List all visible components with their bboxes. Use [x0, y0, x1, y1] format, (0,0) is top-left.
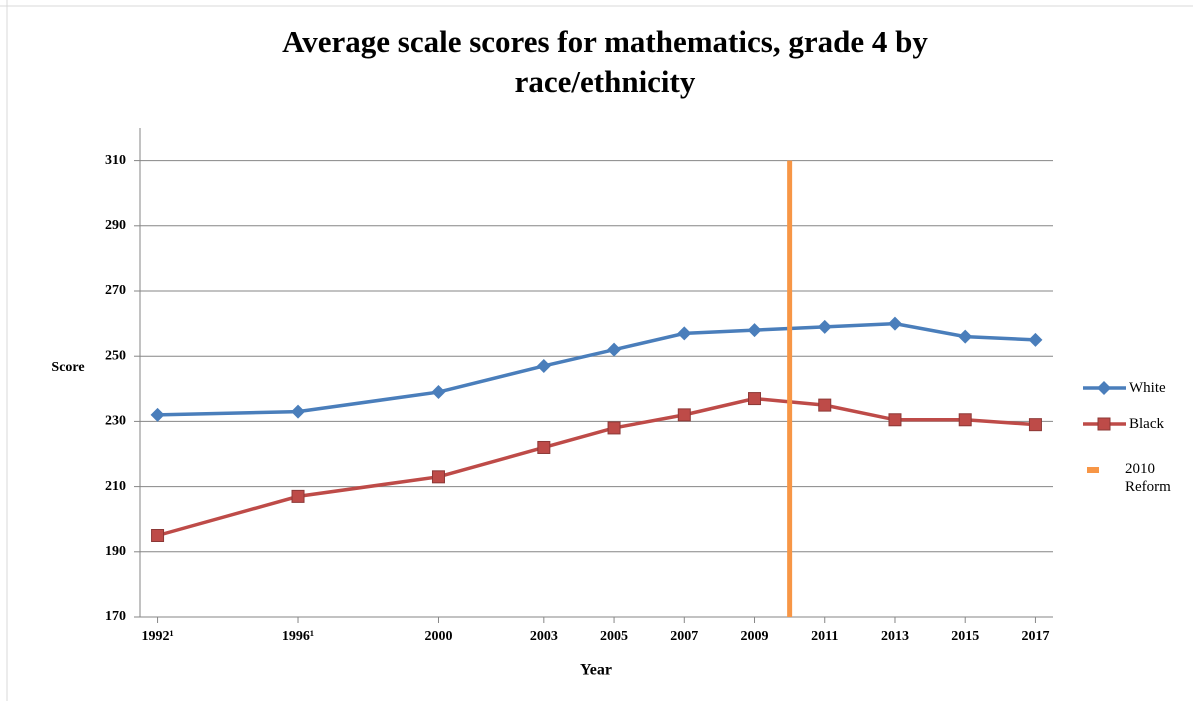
legend-label: Black — [1129, 416, 1164, 432]
marker — [818, 398, 832, 412]
y-tick-label: 310 — [105, 153, 126, 168]
x-tick-label: 2011 — [811, 629, 838, 644]
marker — [958, 329, 973, 344]
x-tick-label: 2003 — [530, 629, 558, 644]
marker — [748, 392, 762, 406]
marker — [887, 316, 902, 331]
x-tick-label: 2005 — [600, 629, 628, 644]
chart-title: Average scale scores for mathematics, gr… — [282, 24, 928, 99]
series-line — [157, 396, 1036, 538]
legend-swatch — [1087, 467, 1099, 473]
marker — [677, 326, 692, 341]
marker — [536, 358, 551, 373]
marker — [537, 440, 551, 454]
marker — [1028, 418, 1042, 432]
y-tick-label: 290 — [105, 218, 126, 233]
x-tick-label: 2009 — [741, 629, 769, 644]
x-tick-label: 2017 — [1021, 629, 1049, 644]
x-tick-label: 1996¹ — [282, 629, 314, 644]
marker — [1097, 417, 1111, 431]
marker — [747, 323, 762, 338]
x-tick-label: 1992¹ — [141, 629, 173, 644]
marker — [817, 319, 832, 334]
marker — [431, 385, 446, 400]
marker — [291, 489, 305, 503]
legend-label: White — [1129, 380, 1166, 396]
marker — [431, 470, 445, 484]
marker — [291, 404, 306, 419]
y-tick-label: 170 — [105, 609, 126, 624]
y-tick-label: 190 — [105, 544, 126, 559]
marker — [888, 413, 902, 427]
marker — [607, 342, 622, 357]
x-tick-label: 2015 — [951, 629, 979, 644]
y-tick-label: 250 — [105, 348, 126, 363]
marker — [1097, 381, 1111, 395]
y-tick-label: 230 — [105, 414, 126, 429]
y-tick-label: 210 — [105, 479, 126, 494]
x-tick-label: 2007 — [670, 629, 698, 644]
series-line — [157, 321, 1036, 417]
marker — [150, 407, 165, 422]
marker — [607, 421, 621, 435]
legend-label: 2010 Reform — [1125, 461, 1171, 495]
x-tick-label: 2013 — [881, 629, 909, 644]
marker — [151, 529, 165, 542]
marker — [958, 413, 972, 427]
y-axis-label: Score — [51, 360, 84, 375]
x-tick-label: 2000 — [424, 629, 452, 644]
x-axis-label: Year — [580, 662, 612, 679]
marker — [677, 408, 691, 422]
y-tick-label: 270 — [105, 283, 126, 298]
marker — [1028, 332, 1043, 347]
